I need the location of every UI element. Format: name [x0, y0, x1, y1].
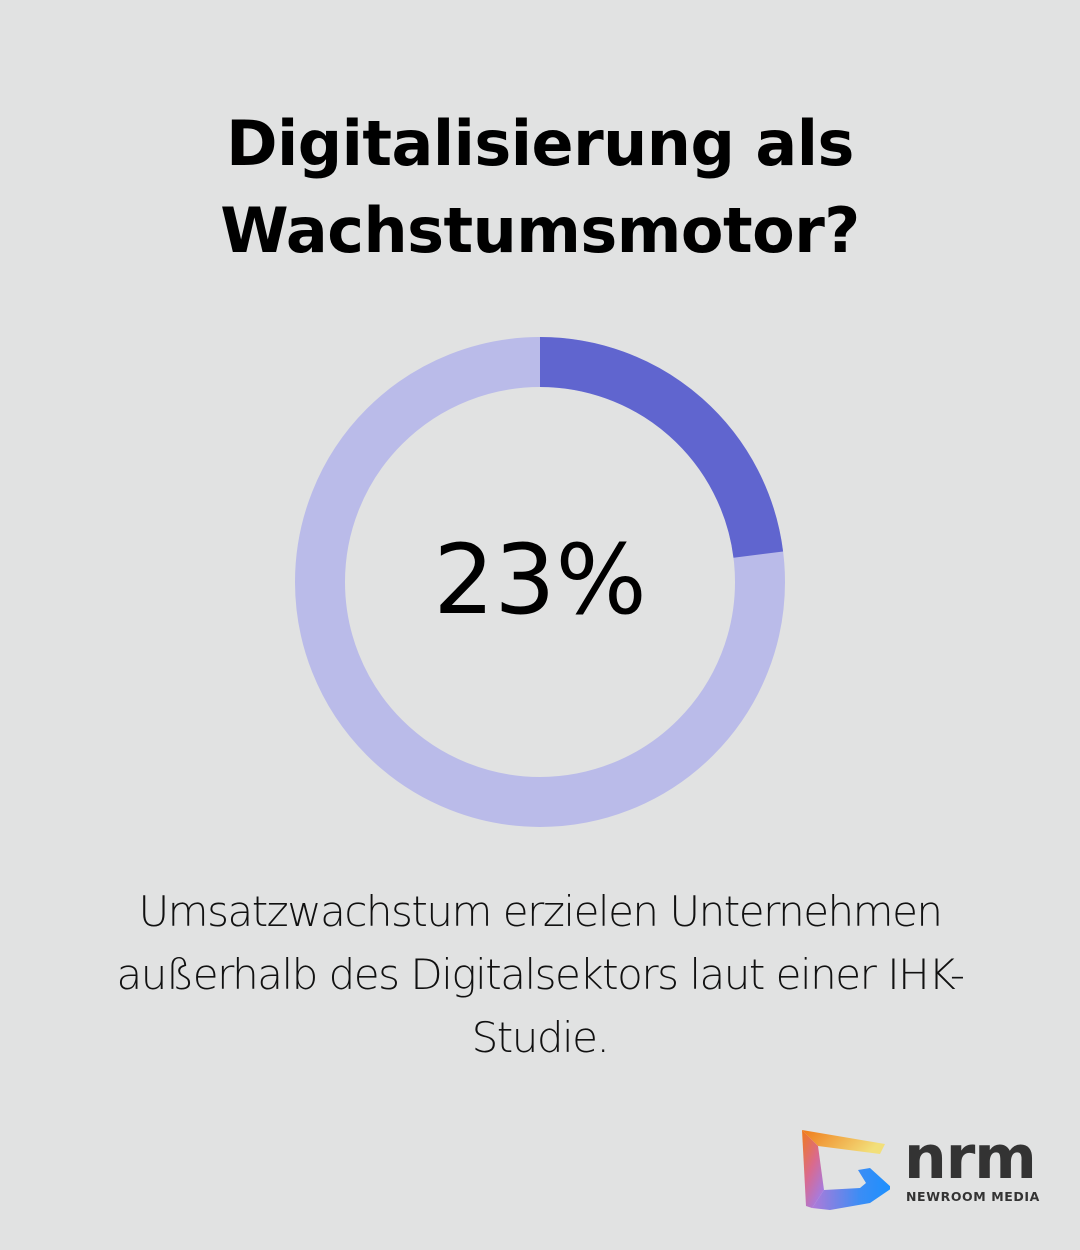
page-title: Digitalisierung als Wachstumsmotor? — [0, 100, 1080, 274]
donut-highlight-segment — [295, 337, 785, 827]
nrm-logo-icon — [802, 1130, 890, 1210]
newroom-media-logo: nrm NEWROOM MEDIA — [800, 1123, 1050, 1213]
description-text: Umsatzwachstum erzielen Unternehmen auße… — [116, 887, 965, 1062]
title-line-2: Wachstumsmotor? — [220, 194, 860, 267]
title-line-1: Digitalisierung als — [226, 107, 854, 180]
percentage-value: 23% — [433, 524, 647, 636]
logo-subtitle: NEWROOM MEDIA — [906, 1189, 1040, 1204]
logo-wordmark: nrm — [904, 1123, 1037, 1193]
donut-chart — [295, 337, 785, 827]
